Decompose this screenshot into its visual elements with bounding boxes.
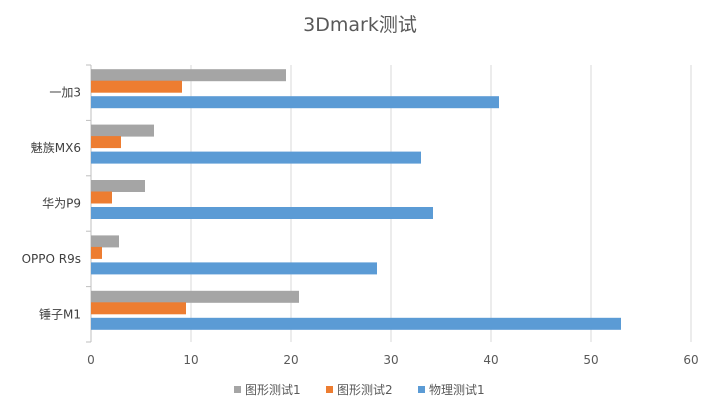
bar-0-2	[91, 180, 145, 192]
x-tick-label-40: 40	[483, 353, 498, 367]
bar-1-0	[91, 80, 182, 93]
bar-0-4	[91, 290, 299, 303]
legend-label-0: 图形测试1	[245, 382, 301, 397]
legend-label-1: 图形测试2	[337, 382, 393, 397]
x-tick-label-60: 60	[683, 353, 698, 367]
bar-2-1	[91, 151, 421, 164]
bar-0-3	[91, 235, 119, 248]
category-label-2: 华为P9	[42, 197, 81, 211]
bar-1-2	[91, 191, 112, 204]
bar-2-2	[91, 207, 433, 219]
legend-label-2: 物理测试1	[429, 382, 485, 397]
category-label-4: 锤子M1	[39, 306, 81, 321]
x-tick-label-10: 10	[183, 353, 198, 367]
x-tick-label-30: 30	[383, 353, 398, 367]
legend-swatch-2	[418, 386, 425, 393]
category-label-0: 一加3	[49, 86, 81, 100]
bar-2-3	[91, 262, 377, 275]
bar-1-1	[91, 136, 121, 149]
legend-swatch-0	[234, 386, 241, 393]
x-tick-label-0: 0	[87, 353, 95, 367]
chart-title: 3Dmark测试	[303, 14, 417, 36]
bar-1-3	[91, 246, 102, 259]
x-tick-label-50: 50	[583, 353, 598, 367]
x-tick-label-20: 20	[283, 353, 298, 367]
bar-1-4	[91, 302, 186, 315]
category-label-3: OPPO R9s	[22, 252, 81, 266]
bar-0-0	[91, 69, 286, 82]
bar-2-0	[91, 96, 499, 109]
legend-swatch-1	[326, 386, 333, 393]
bar-2-4	[91, 317, 621, 330]
bar-0-1	[91, 124, 154, 137]
category-label-1: 魅族MX6	[31, 140, 81, 155]
